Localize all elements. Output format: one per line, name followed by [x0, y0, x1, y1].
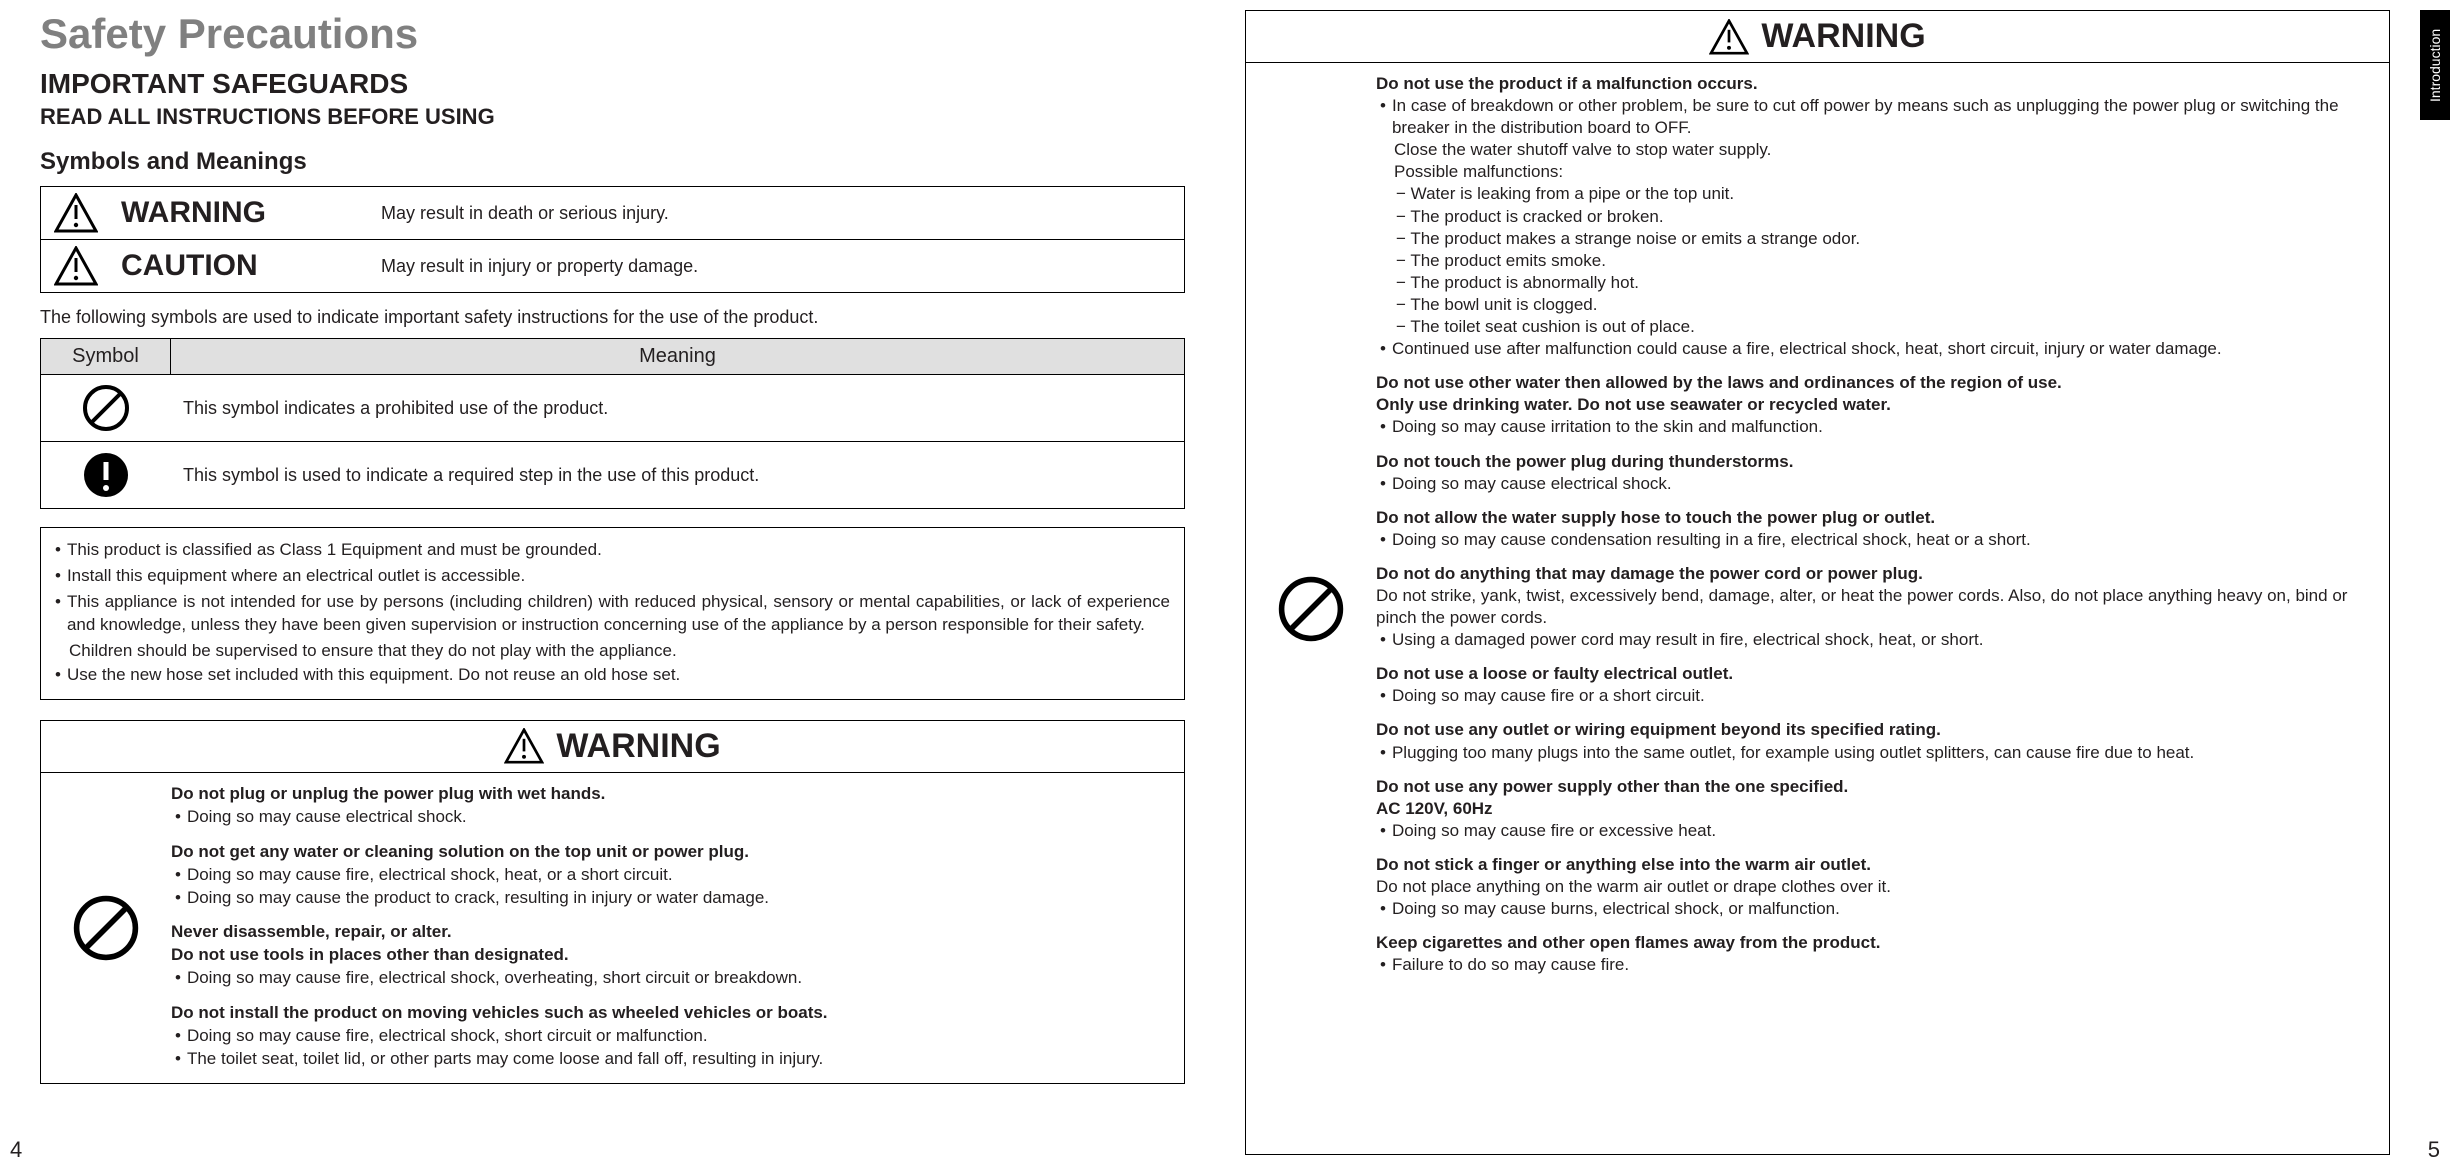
table-row: CAUTION May result in injury or property… — [41, 240, 1184, 292]
note-item: Install this equipment where an electric… — [55, 564, 1170, 588]
right-page: WARNING Do not use the product if a malf… — [1225, 0, 2450, 1165]
page-spread: Safety Precautions IMPORTANT SAFEGUARDS … — [0, 0, 2450, 1165]
warning-desc: May result in death or serious injury. — [371, 195, 1184, 232]
warning-triangle-icon — [41, 240, 111, 292]
prohibit-icon — [41, 375, 171, 441]
caution-word: CAUTION — [111, 241, 371, 291]
warning-text: Do not use the product if a malfunction … — [1376, 63, 2389, 1154]
note-item: Use the new hose set included with this … — [55, 663, 1170, 687]
prohibit-meaning: This symbol indicates a prohibited use o… — [171, 386, 1184, 431]
warning-word: WARNING — [1761, 17, 1925, 56]
warning-text: Do not plug or unplug the power plug wit… — [171, 773, 1184, 1083]
note-indent: Children should be supervised to ensure … — [55, 639, 1170, 663]
warning-body: Do not use the product if a malfunction … — [1246, 63, 2389, 1154]
warning-header: WARNING — [41, 721, 1184, 773]
caution-desc: May result in injury or property damage. — [371, 248, 1184, 285]
readall-heading: READ ALL INSTRUCTIONS BEFORE USING — [40, 104, 1185, 130]
warning-header: WARNING — [1246, 11, 2389, 63]
page-number-left: 4 — [10, 1137, 22, 1163]
warning-triangle-icon — [504, 728, 544, 764]
note-item: This appliance is not intended for use b… — [55, 590, 1170, 638]
table-row: WARNING May result in death or serious i… — [41, 187, 1184, 240]
table-header: Symbol Meaning — [41, 339, 1184, 375]
meaning-table: Symbol Meaning This symbol indicates a p… — [40, 338, 1185, 509]
left-page: Safety Precautions IMPORTANT SAFEGUARDS … — [0, 0, 1225, 1165]
warning-body: Do not plug or unplug the power plug wit… — [41, 773, 1184, 1083]
page-title: Safety Precautions — [40, 10, 1185, 58]
warning-triangle-icon — [1709, 19, 1749, 55]
symbol-definitions-table: WARNING May result in death or serious i… — [40, 186, 1185, 293]
warning-box-left: WARNING Do not plug or unplug the power … — [40, 720, 1185, 1084]
table-row: This symbol indicates a prohibited use o… — [41, 375, 1184, 442]
prohibit-icon — [1246, 63, 1376, 1154]
required-meaning: This symbol is used to indicate a requir… — [171, 453, 1184, 498]
safeguards-heading: IMPORTANT SAFEGUARDS — [40, 68, 1185, 100]
warning-word: WARNING — [111, 188, 371, 238]
page-number-right: 5 — [2428, 1137, 2440, 1163]
required-icon — [41, 442, 171, 508]
symbols-heading: Symbols and Meanings — [40, 148, 1185, 176]
note-item: This product is classified as Class 1 Eq… — [55, 538, 1170, 562]
prohibit-icon — [41, 773, 171, 1083]
warning-box-right: WARNING Do not use the product if a malf… — [1245, 10, 2390, 1155]
warning-triangle-icon — [41, 187, 111, 239]
notes-box: This product is classified as Class 1 Eq… — [40, 527, 1185, 700]
col-meaning: Meaning — [171, 339, 1184, 374]
col-symbol: Symbol — [41, 339, 171, 374]
table-row: This symbol is used to indicate a requir… — [41, 442, 1184, 508]
symbols-intro: The following symbols are used to indica… — [40, 307, 1185, 328]
warning-word: WARNING — [556, 727, 720, 766]
